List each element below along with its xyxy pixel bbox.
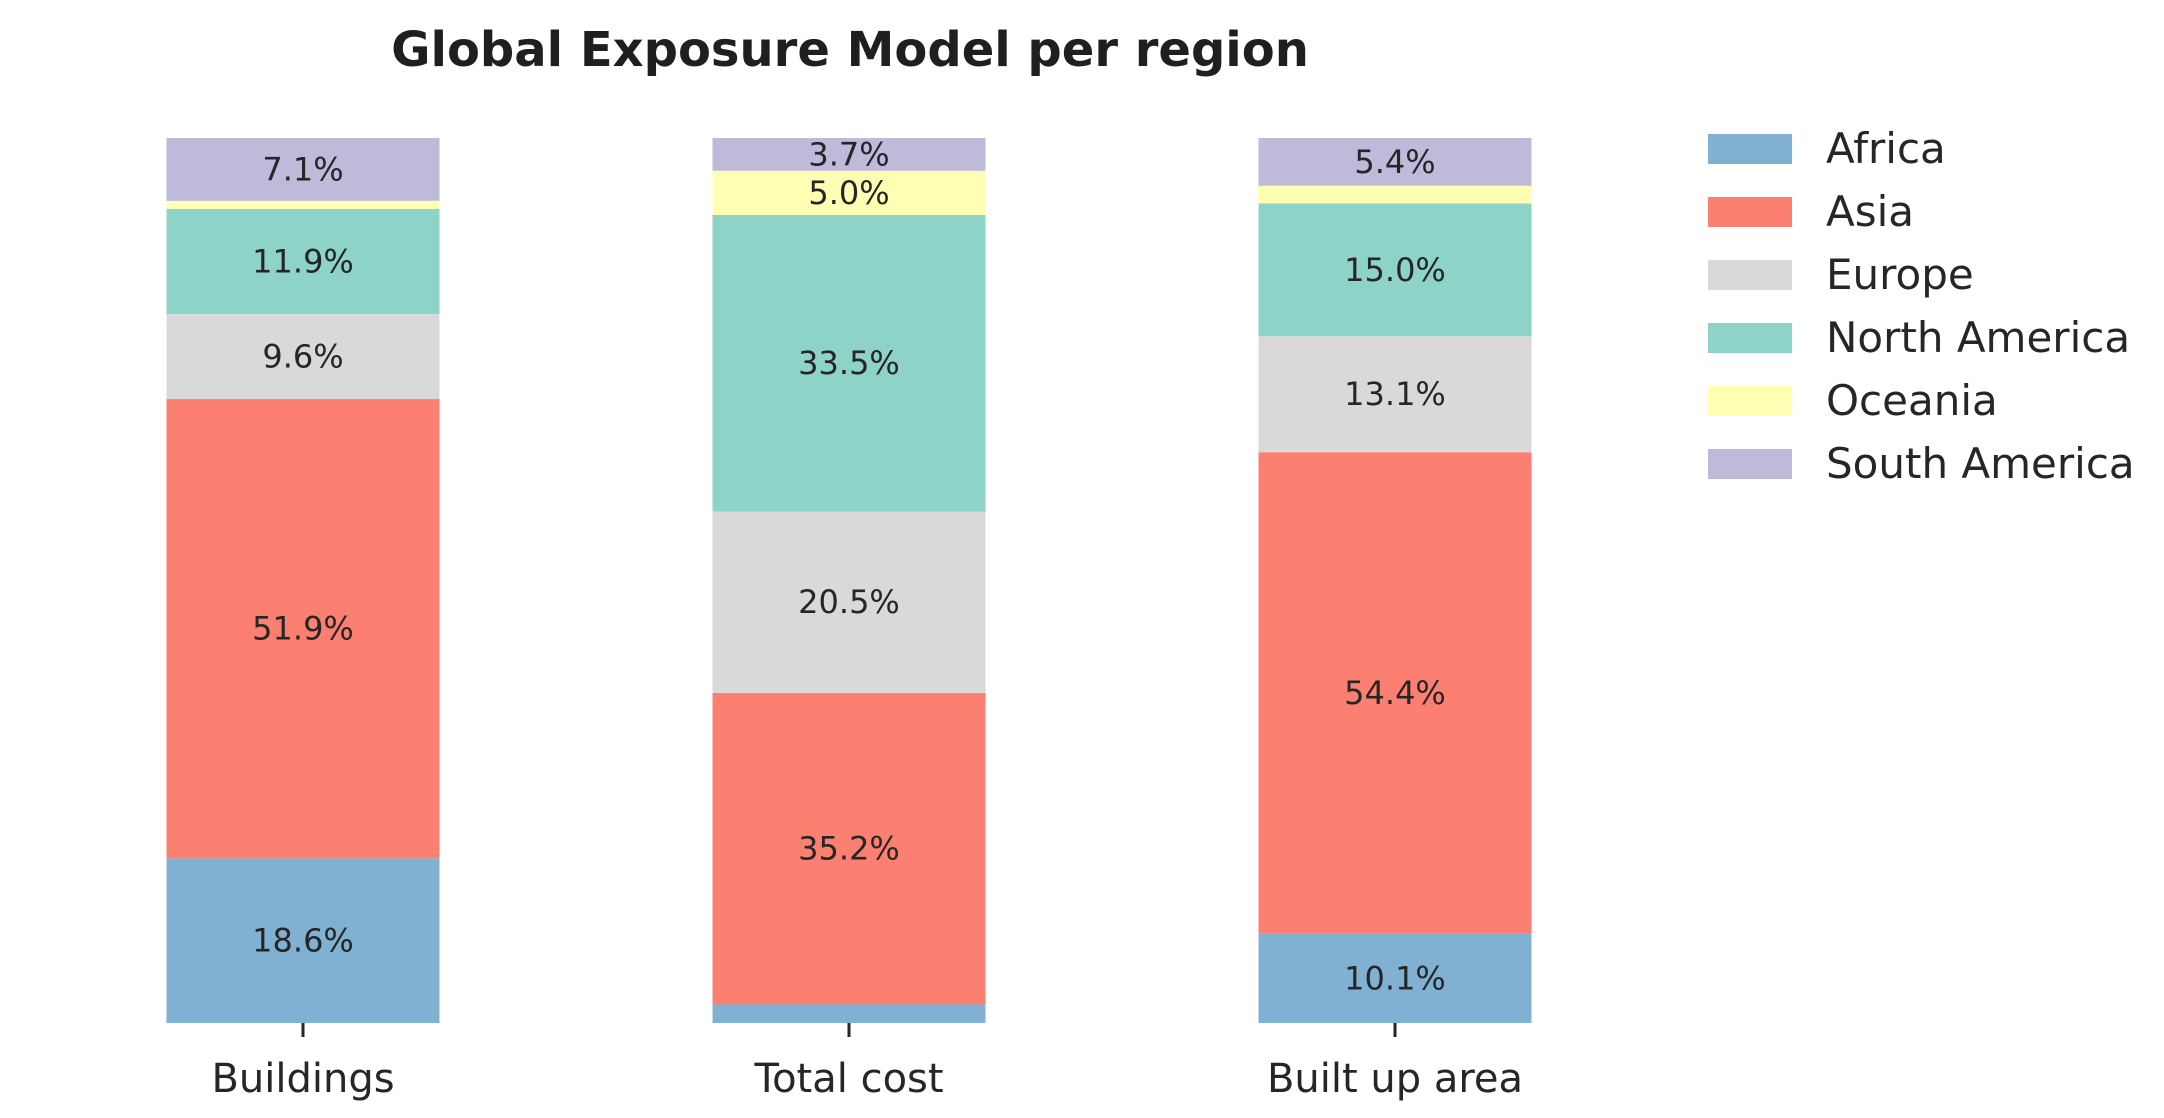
bar-buildings-oceania	[166, 200, 440, 209]
bar-label-buildings-europe: 9.6%	[262, 338, 343, 376]
legend-label-africa: Africa	[1826, 124, 1946, 173]
x-tick-label-total-cost: Total cost	[753, 1056, 943, 1102]
bar-label-total-cost-oceania: 5.0%	[808, 174, 889, 212]
x-tick-label-built-up-area: Built up area	[1267, 1056, 1523, 1102]
bar-label-built-up-area-africa: 10.1%	[1344, 959, 1446, 997]
legend-swatch-asia	[1708, 197, 1792, 227]
bar-label-buildings-north-america: 11.9%	[252, 242, 354, 280]
bar-label-total-cost-asia: 35.2%	[798, 830, 900, 868]
legend-label-asia: Asia	[1826, 187, 1914, 236]
legend-swatch-europe	[1708, 260, 1792, 290]
bar-built-up-area-asia	[1258, 452, 1532, 934]
legend: Africa Asia Europe North America Oceania Sout…	[1708, 124, 2135, 488]
bar-label-built-up-area-asia: 54.4%	[1344, 674, 1446, 712]
bar-label-total-cost-south-america: 3.7%	[808, 135, 889, 173]
bar-built-up-area-south-america	[1258, 138, 1532, 186]
bar-buildings-africa	[166, 858, 440, 1023]
x-axis: Buildings Total cost Built up area	[211, 1023, 1523, 1102]
bar-label-buildings-africa: 18.6%	[252, 922, 354, 960]
bar-total-cost-south-america	[712, 138, 986, 171]
legend-swatch-north-america	[1708, 323, 1792, 353]
bar-label-built-up-area-south-america: 5.4%	[1354, 143, 1435, 181]
bar-buildings-asia	[166, 399, 440, 859]
bar-built-up-area-africa	[1258, 933, 1532, 1023]
bar-built-up-area-north-america	[1258, 203, 1532, 337]
legend-label-south-america: South America	[1826, 439, 2135, 488]
legend-label-europe: Europe	[1826, 250, 1974, 299]
legend-swatch-africa	[1708, 134, 1792, 164]
bar-label-built-up-area-north-america: 15.0%	[1344, 251, 1446, 289]
bar-built-up-area-europe	[1258, 336, 1532, 453]
legend-label-oceania: Oceania	[1826, 376, 1998, 425]
bar-label-buildings-asia: 51.9%	[252, 610, 354, 648]
bar-total-cost-europe	[712, 511, 986, 693]
bar-total-cost-asia	[712, 692, 986, 1005]
bar-label-total-cost-north-america: 33.5%	[798, 344, 900, 382]
legend-swatch-south-america	[1708, 449, 1792, 479]
bar-buildings-south-america	[166, 138, 440, 201]
bar-total-cost-oceania	[712, 170, 986, 215]
bar-total-cost-africa	[712, 1004, 986, 1023]
bars-group: 18.6% 51.9% 9.6% 11.9% 7.1% 35.2% 20.5% 33.5% 5.…	[166, 135, 1532, 1023]
chart-title: Global Exposure Model per region	[391, 22, 1309, 78]
bar-buildings-north-america	[166, 208, 440, 315]
bar-total-cost-north-america	[712, 214, 986, 512]
bar-label-total-cost-europe: 20.5%	[798, 583, 900, 621]
bar-buildings-europe	[166, 314, 440, 400]
legend-swatch-oceania	[1708, 386, 1792, 416]
bar-label-built-up-area-europe: 13.1%	[1344, 375, 1446, 413]
x-tick-label-buildings: Buildings	[211, 1056, 394, 1102]
bar-built-up-area-oceania	[1258, 185, 1532, 204]
legend-label-north-america: North America	[1826, 313, 2130, 362]
bar-label-buildings-south-america: 7.1%	[262, 150, 343, 188]
